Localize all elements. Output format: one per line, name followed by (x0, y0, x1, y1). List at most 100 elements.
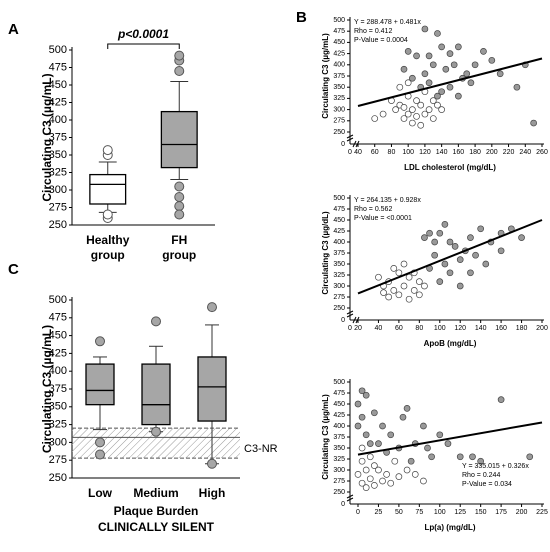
data-point (421, 25, 429, 33)
y-tick-label: 300 (333, 106, 345, 113)
data-point (387, 479, 395, 487)
data-point (400, 104, 408, 111)
x-tick-label: 100 (434, 325, 446, 332)
data-point (362, 484, 370, 491)
x-axis-label: LDL cholesterol (mg/dL) (404, 163, 496, 172)
x-tick-label: 120 (419, 149, 431, 156)
data-point (409, 74, 416, 82)
y-tick-label: 250 (333, 129, 345, 136)
outlier (174, 209, 185, 220)
y-tick-label: 275 (333, 118, 345, 125)
x-tick-label: 40 (375, 325, 383, 332)
y-tick-label: 475 (49, 61, 67, 73)
x-tick-label: 160 (453, 149, 465, 156)
y-tick-label: 375 (49, 383, 67, 395)
y-axis-label: Circulating C3 (µg/mL) (40, 73, 54, 201)
data-point (390, 287, 398, 294)
data-point (431, 238, 439, 246)
data-point (455, 43, 462, 51)
y-tick-label: 425 (333, 228, 345, 235)
y-tick-label: 275 (333, 294, 345, 301)
data-point (395, 473, 403, 480)
data-point (371, 409, 378, 417)
data-point (450, 61, 458, 69)
data-point (409, 106, 416, 113)
y-tick-label: 450 (49, 79, 67, 91)
x-tick-label: 140 (475, 325, 487, 332)
outlier (102, 145, 113, 156)
x-tick-label: 140 (436, 149, 448, 156)
y-axis-label: Circulating C3 (µg/mL) (321, 33, 330, 119)
data-point (477, 457, 485, 465)
box (197, 356, 227, 422)
outlier (174, 201, 185, 212)
y-tick-label: 400 (333, 239, 345, 246)
x-tick-label: 150 (475, 509, 487, 516)
data-point (358, 413, 366, 421)
data-point (441, 260, 449, 268)
data-point (362, 391, 370, 399)
panel-letter: C (8, 261, 19, 278)
y-tick-label: 250 (49, 472, 67, 484)
y-tick-label: 300 (49, 436, 67, 448)
y-tick-label: 450 (333, 217, 345, 224)
data-point (375, 273, 382, 281)
x-tick-line: FH (171, 233, 187, 247)
fit-annotation: P-Value = 0.034 (462, 481, 512, 488)
y-tick-label: 250 (49, 219, 67, 231)
box (141, 363, 171, 426)
data-point (385, 293, 393, 301)
data-point (379, 422, 386, 430)
data-point (354, 400, 362, 408)
data-point (395, 291, 403, 299)
x-axis-label: Lp(a) (mg/dL) (424, 523, 475, 532)
data-point (390, 265, 398, 272)
data-point (530, 119, 537, 127)
data-point (404, 79, 412, 87)
y-tick-label: 250 (333, 305, 345, 312)
data-point (409, 119, 416, 127)
data-point (379, 477, 386, 485)
data-point (436, 431, 444, 439)
data-point (399, 413, 407, 421)
data-point (400, 65, 408, 73)
x-tick-label: 220 (503, 149, 515, 156)
x-tick-label: 100 (434, 509, 446, 516)
y-tick-label: 475 (333, 28, 345, 35)
data-point (358, 387, 366, 395)
y-break-label: 0 (341, 141, 345, 148)
y-tick-label: 500 (49, 44, 67, 56)
data-point (446, 238, 454, 246)
y-tick-label: 375 (333, 250, 345, 257)
x-tick-label: Medium (133, 486, 178, 500)
regression-line (357, 421, 543, 456)
data-point (417, 121, 425, 129)
x-tick-label: 80 (388, 149, 396, 156)
data-point (380, 289, 387, 296)
y-axis-label: Circulating C3 (µg/mL) (40, 325, 54, 453)
outlier (174, 66, 185, 76)
y-tick-label: 325 (49, 166, 67, 178)
regression-line (357, 57, 543, 107)
y-axis-label: Circulating C3 (µg/mL) (321, 394, 330, 480)
y-tick-label: 325 (333, 95, 345, 102)
y-tick-label: 300 (333, 467, 345, 474)
y-tick-label: 425 (49, 96, 67, 108)
fit-annotation: P-Value = <0.0001 (354, 215, 412, 222)
x-tick-label: 40 (354, 149, 362, 156)
y-tick-label: 325 (49, 419, 67, 431)
data-point (375, 466, 382, 474)
x-tick-label: 0 (356, 509, 360, 516)
x-tick-label: 175 (495, 509, 507, 516)
y-tick-label: 375 (49, 131, 67, 143)
y-tick-label: 450 (333, 401, 345, 408)
y-tick-label: 275 (333, 478, 345, 485)
data-point (480, 48, 487, 55)
x-tick-label: 160 (495, 325, 507, 332)
x-axis-subtitle: CLINICALLY SILENT (98, 520, 215, 534)
data-point (415, 278, 423, 285)
outlier (95, 336, 105, 347)
data-point (421, 234, 428, 241)
data-point (405, 273, 413, 281)
x-tick-label: 180 (469, 149, 481, 156)
